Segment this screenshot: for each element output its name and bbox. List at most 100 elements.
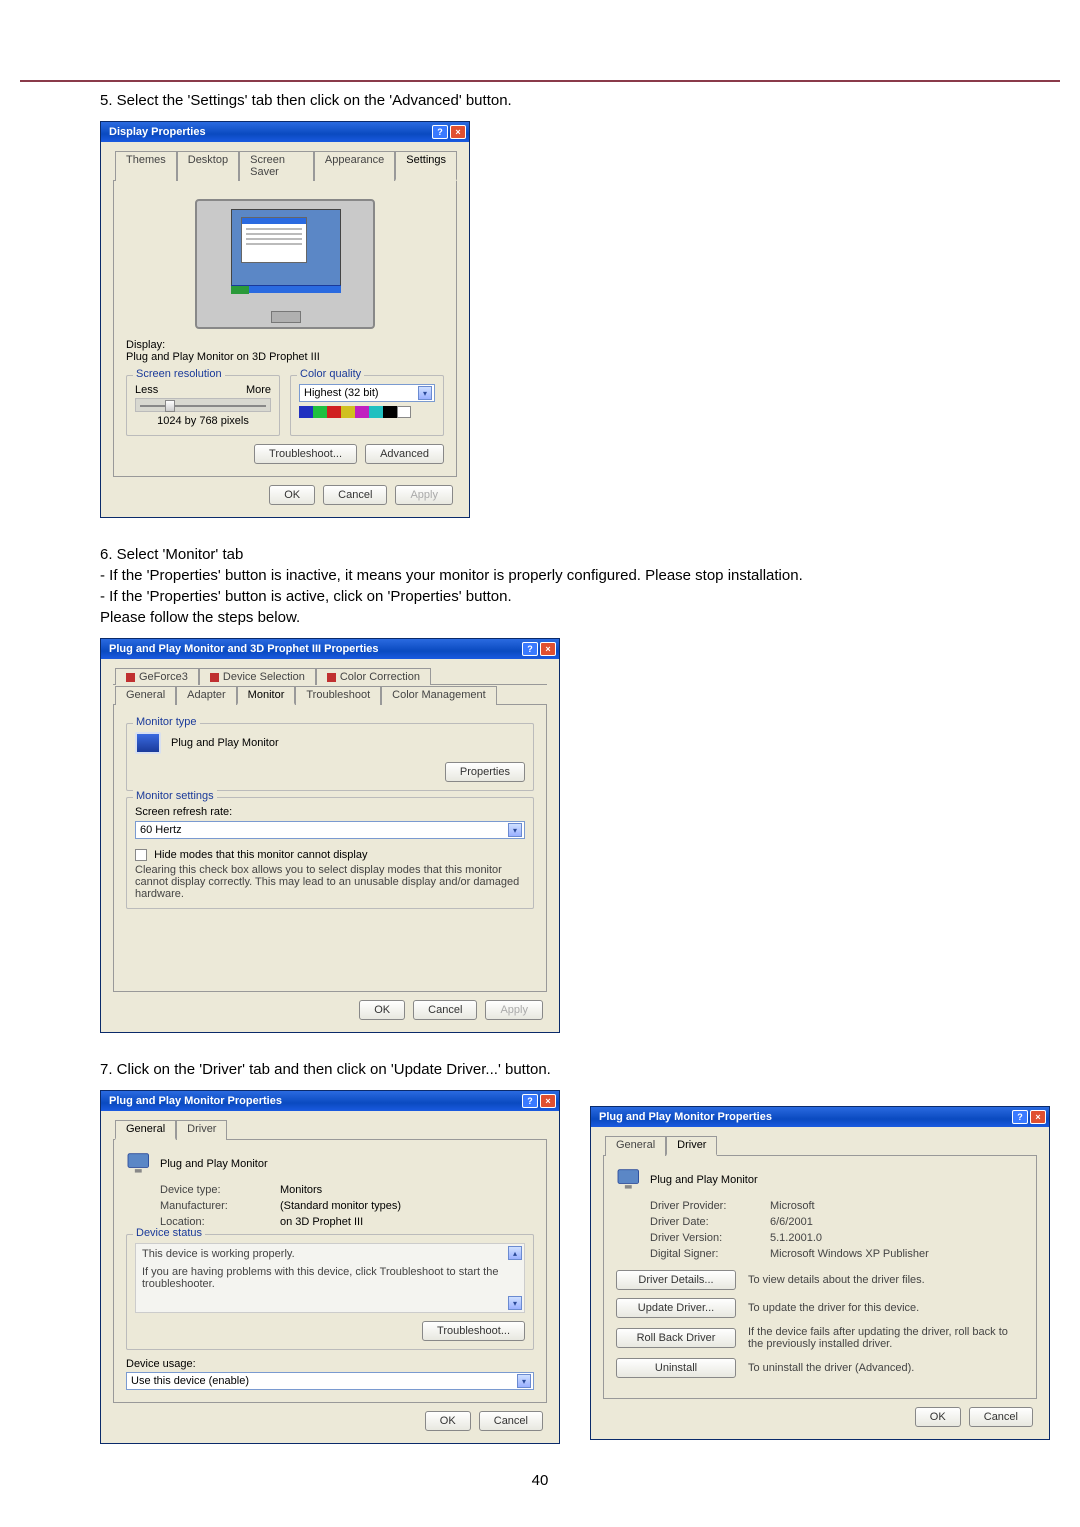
tab-troubleshoot[interactable]: Troubleshoot (295, 686, 381, 705)
tabstrip-row2: General Adapter Monitor Troubleshoot Col… (113, 685, 547, 705)
color-quality-dropdown[interactable]: Highest (32 bit) ▾ (299, 384, 435, 402)
monitor-settings-legend: Monitor settings (133, 790, 217, 802)
tab-color-management[interactable]: Color Management (381, 686, 497, 705)
apply-button[interactable]: Apply (395, 485, 453, 505)
driver-version-value: 5.1.2001.0 (770, 1232, 822, 1244)
more-label: More (246, 384, 271, 396)
hide-modes-desc: Clearing this check box allows you to se… (135, 864, 525, 900)
ok-button[interactable]: OK (269, 485, 315, 505)
hide-modes-label: Hide modes that this monitor cannot disp… (154, 849, 367, 861)
location-value: on 3D Prophet III (280, 1216, 363, 1228)
pnp-driver-dialog: Plug and Play Monitor Properties ? × Gen… (590, 1106, 1050, 1440)
monitor-type-legend: Monitor type (133, 716, 200, 728)
close-icon[interactable]: × (540, 1094, 556, 1108)
help-icon[interactable]: ? (1012, 1110, 1028, 1124)
tab-general[interactable]: General (605, 1136, 666, 1156)
less-label: Less (135, 384, 158, 396)
titlebar: Plug and Play Monitor Properties ? × (591, 1107, 1049, 1127)
device-status-box: This device is working properly. If you … (135, 1243, 525, 1313)
screen-res-legend: Screen resolution (133, 368, 225, 380)
tab-general[interactable]: General (115, 1120, 176, 1140)
uninstall-button[interactable]: Uninstall (616, 1358, 736, 1378)
titlebar: Plug and Play Monitor and 3D Prophet III… (101, 639, 559, 659)
tab-geforce3[interactable]: GeForce3 (115, 668, 199, 685)
tabstrip-row1: GeForce3 Device Selection Color Correcti… (113, 667, 547, 685)
ok-button[interactable]: OK (425, 1411, 471, 1431)
step-5-text: 5. Select the 'Settings' tab then click … (100, 92, 1060, 109)
uninstall-desc: To uninstall the driver (Advanced). (748, 1362, 1024, 1374)
tab-desktop[interactable]: Desktop (177, 151, 239, 181)
titlebar: Plug and Play Monitor Properties ? × (101, 1091, 559, 1111)
tab-appearance[interactable]: Appearance (314, 151, 395, 181)
refresh-rate-value: 60 Hertz (140, 824, 182, 836)
color-swatches (299, 406, 435, 418)
device-usage-value: Use this device (enable) (131, 1375, 249, 1387)
device-type-label: Device type: (160, 1184, 280, 1196)
driver-date-value: 6/6/2001 (770, 1216, 813, 1228)
advanced-button[interactable]: Advanced (365, 444, 444, 464)
tab-adapter[interactable]: Adapter (176, 686, 237, 705)
digital-signer-value: Microsoft Windows XP Publisher (770, 1248, 929, 1260)
tab-driver[interactable]: Driver (176, 1120, 227, 1140)
ok-button[interactable]: OK (359, 1000, 405, 1020)
page-number: 40 (20, 1472, 1060, 1489)
update-driver-desc: To update the driver for this device. (748, 1302, 1024, 1314)
display-label: Display: (126, 339, 444, 351)
driver-date-label: Driver Date: (650, 1216, 770, 1228)
monitor-type-value: Plug and Play Monitor (171, 737, 279, 749)
tab-driver[interactable]: Driver (666, 1136, 717, 1156)
status-line1: This device is working properly. (142, 1248, 518, 1260)
tab-themes[interactable]: Themes (115, 151, 177, 181)
scroll-down-icon[interactable]: ▾ (508, 1296, 522, 1310)
device-status-legend: Device status (133, 1227, 205, 1239)
troubleshoot-button[interactable]: Troubleshoot... (254, 444, 357, 464)
resolution-slider[interactable] (135, 398, 271, 412)
rollback-driver-desc: If the device fails after updating the d… (748, 1326, 1024, 1350)
dialog-title: Plug and Play Monitor Properties (109, 1095, 282, 1107)
cancel-button[interactable]: Cancel (413, 1000, 477, 1020)
driver-details-button[interactable]: Driver Details... (616, 1270, 736, 1290)
close-icon[interactable]: × (450, 125, 466, 139)
help-icon[interactable]: ? (522, 1094, 538, 1108)
refresh-rate-label: Screen refresh rate: (135, 806, 525, 818)
troubleshoot-button[interactable]: Troubleshoot... (422, 1321, 525, 1341)
manufacturer-value: (Standard monitor types) (280, 1200, 401, 1212)
monitor-icon (126, 1152, 154, 1176)
cancel-button[interactable]: Cancel (969, 1407, 1033, 1427)
tab-monitor[interactable]: Monitor (237, 686, 296, 705)
apply-button[interactable]: Apply (485, 1000, 543, 1020)
monitor-properties-dialog: Plug and Play Monitor and 3D Prophet III… (100, 638, 560, 1033)
device-type-value: Monitors (280, 1184, 322, 1196)
chevron-down-icon: ▾ (517, 1374, 531, 1388)
step-6-line3: Please follow the steps below. (100, 609, 1060, 626)
cancel-button[interactable]: Cancel (479, 1411, 543, 1431)
step-6-line2: - If the 'Properties' button is active, … (100, 588, 1060, 605)
ok-button[interactable]: OK (915, 1407, 961, 1427)
display-properties-dialog: Display Properties ? × Themes Desktop Sc… (100, 121, 470, 518)
device-usage-dropdown[interactable]: Use this device (enable) ▾ (126, 1372, 534, 1390)
rollback-driver-button[interactable]: Roll Back Driver (616, 1328, 736, 1348)
monitor-icon (135, 732, 161, 754)
properties-button[interactable]: Properties (445, 762, 525, 782)
close-icon[interactable]: × (1030, 1110, 1046, 1124)
cancel-button[interactable]: Cancel (323, 485, 387, 505)
update-driver-button[interactable]: Update Driver... (616, 1298, 736, 1318)
step-7-text: 7. Click on the 'Driver' tab and then cl… (100, 1061, 1060, 1078)
pnp-general-dialog: Plug and Play Monitor Properties ? × Gen… (100, 1090, 560, 1444)
driver-provider-value: Microsoft (770, 1200, 815, 1212)
tab-color-correction[interactable]: Color Correction (316, 668, 431, 685)
help-icon[interactable]: ? (432, 125, 448, 139)
tab-general[interactable]: General (115, 686, 176, 705)
hide-modes-checkbox[interactable] (135, 849, 147, 861)
help-icon[interactable]: ? (522, 642, 538, 656)
tab-settings[interactable]: Settings (395, 151, 457, 181)
refresh-rate-dropdown[interactable]: 60 Hertz ▾ (135, 821, 525, 839)
close-icon[interactable]: × (540, 642, 556, 656)
tab-screensaver[interactable]: Screen Saver (239, 151, 314, 181)
monitor-icon (616, 1168, 644, 1192)
heading: Plug and Play Monitor (160, 1158, 268, 1170)
resolution-value: 1024 by 768 pixels (135, 415, 271, 427)
tab-device-selection[interactable]: Device Selection (199, 668, 316, 685)
tabstrip: Themes Desktop Screen Saver Appearance S… (113, 150, 457, 181)
scroll-up-icon[interactable]: ▴ (508, 1246, 522, 1260)
